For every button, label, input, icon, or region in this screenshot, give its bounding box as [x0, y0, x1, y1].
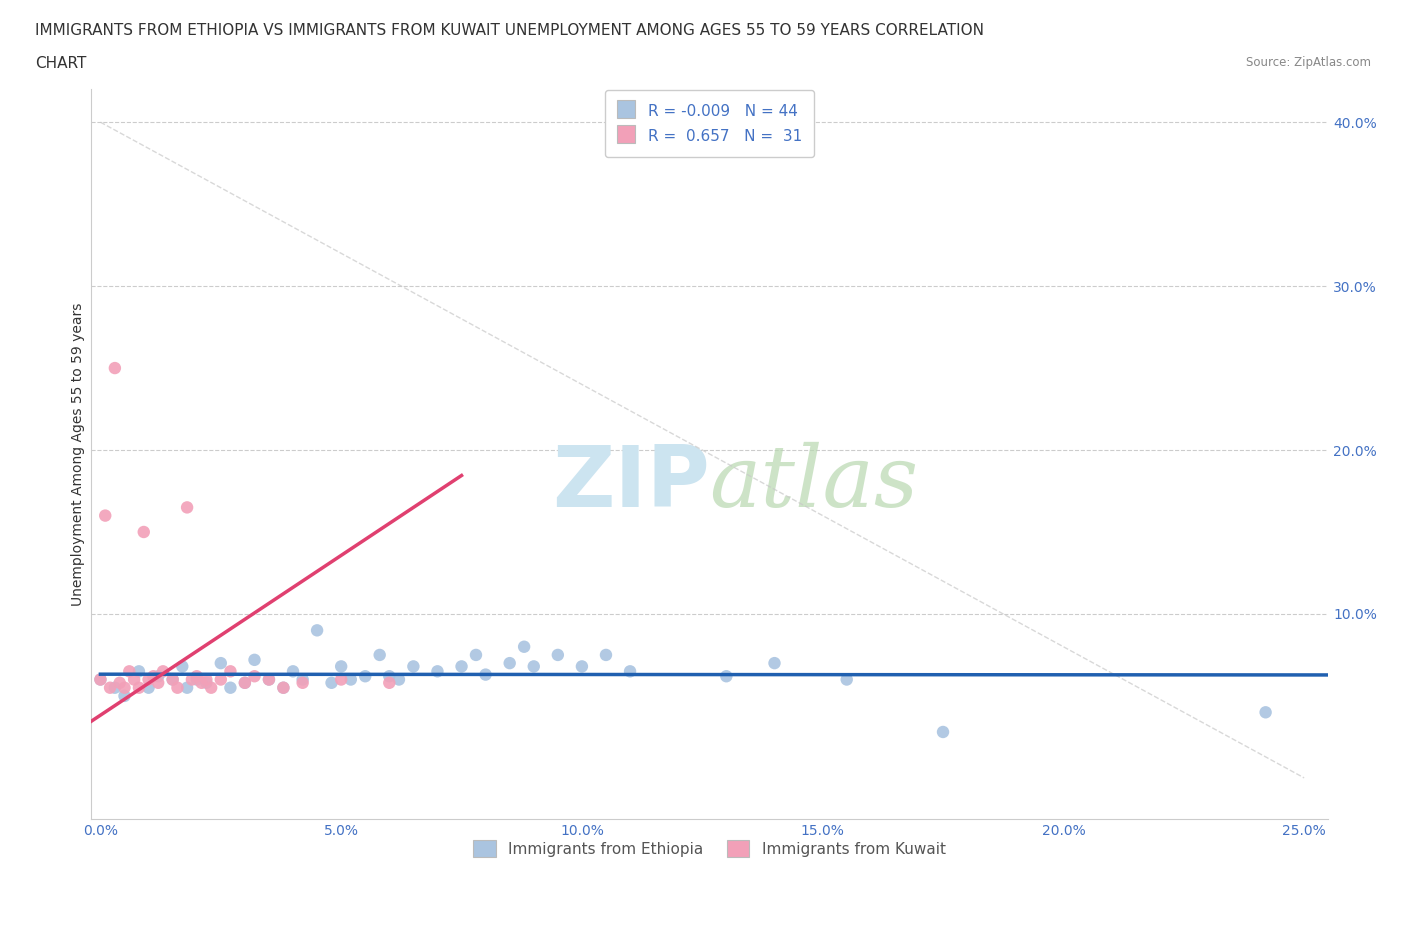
Point: [104, 361, 127, 376]
Point: [209, 672, 232, 687]
Point: [180, 672, 202, 687]
Point: [108, 675, 131, 690]
Point: [402, 659, 425, 674]
Point: [474, 667, 496, 682]
Point: [89, 672, 111, 687]
Point: [257, 672, 280, 687]
Text: ZIP: ZIP: [551, 442, 710, 525]
Point: [835, 672, 858, 687]
Point: [932, 724, 955, 739]
Point: [243, 669, 266, 684]
Point: [716, 669, 738, 684]
Point: [98, 680, 121, 695]
Point: [142, 669, 165, 684]
Point: [378, 669, 401, 684]
Point: [128, 680, 150, 695]
Point: [190, 675, 212, 690]
Point: [128, 664, 150, 679]
Point: [571, 659, 593, 674]
Point: [354, 669, 377, 684]
Point: [132, 525, 155, 539]
Point: [378, 675, 401, 690]
Point: [176, 680, 198, 695]
Point: [186, 669, 208, 684]
Point: [273, 680, 295, 695]
Point: [388, 672, 411, 687]
Point: [368, 647, 391, 662]
Point: [273, 680, 295, 695]
Point: [166, 680, 188, 695]
Point: [339, 672, 361, 687]
Point: [148, 675, 170, 690]
Point: [219, 664, 242, 679]
Point: [186, 672, 208, 687]
Point: [176, 500, 198, 515]
Point: [330, 672, 353, 687]
Point: [148, 669, 170, 684]
Point: [122, 672, 145, 687]
Point: [138, 680, 160, 695]
Point: [104, 680, 127, 695]
Point: [281, 664, 304, 679]
Point: [138, 672, 160, 687]
Point: [118, 664, 141, 679]
Point: [499, 656, 522, 671]
Point: [291, 675, 314, 690]
Point: [307, 623, 329, 638]
Point: [209, 656, 232, 671]
Legend: Immigrants from Ethiopia, Immigrants from Kuwait: Immigrants from Ethiopia, Immigrants fro…: [461, 828, 957, 870]
Y-axis label: Unemployment Among Ages 55 to 59 years: Unemployment Among Ages 55 to 59 years: [72, 302, 86, 605]
Text: IMMIGRANTS FROM ETHIOPIA VS IMMIGRANTS FROM KUWAIT UNEMPLOYMENT AMONG AGES 55 TO: IMMIGRANTS FROM ETHIOPIA VS IMMIGRANTS F…: [35, 23, 984, 38]
Point: [763, 656, 786, 671]
Point: [219, 680, 242, 695]
Point: [426, 664, 449, 679]
Point: [513, 639, 536, 654]
Point: [162, 672, 184, 687]
Point: [233, 675, 256, 690]
Point: [330, 659, 353, 674]
Point: [195, 672, 218, 687]
Point: [450, 659, 472, 674]
Point: [465, 647, 488, 662]
Point: [257, 672, 280, 687]
Point: [94, 508, 117, 523]
Text: atlas: atlas: [710, 442, 918, 525]
Point: [547, 647, 569, 662]
Point: [243, 653, 266, 668]
Point: [172, 659, 194, 674]
Point: [321, 675, 343, 690]
Point: [291, 672, 314, 687]
Point: [89, 672, 111, 687]
Point: [1254, 705, 1277, 720]
Point: [523, 659, 546, 674]
Point: [595, 647, 617, 662]
Text: Source: ZipAtlas.com: Source: ZipAtlas.com: [1246, 56, 1371, 69]
Point: [233, 675, 256, 690]
Text: CHART: CHART: [35, 56, 87, 71]
Point: [152, 664, 174, 679]
Point: [114, 680, 136, 695]
Point: [200, 680, 222, 695]
Point: [114, 688, 136, 703]
Point: [162, 672, 184, 687]
Point: [619, 664, 641, 679]
Point: [195, 675, 218, 690]
